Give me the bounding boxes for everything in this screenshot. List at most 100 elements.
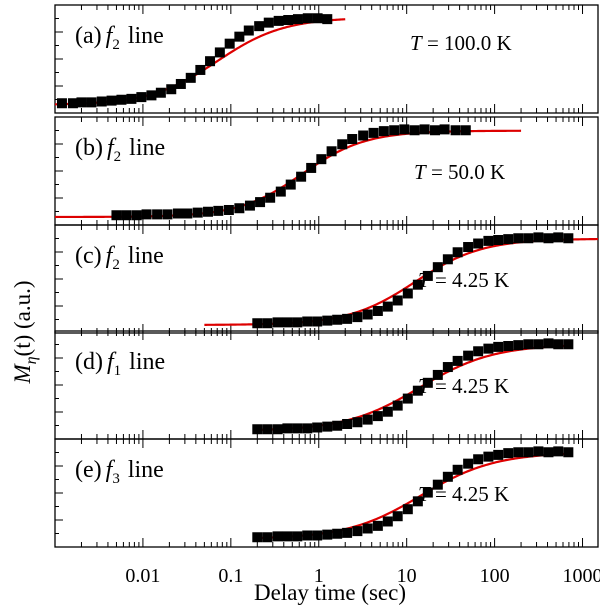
data-point: [362, 414, 373, 425]
panel-a: (a) f2 line T = 100.0 K: [54, 4, 599, 114]
data-point: [533, 446, 544, 457]
data-point: [392, 400, 403, 411]
temperature-value: = 50.0 K: [426, 160, 506, 184]
x-tick-label: 1: [314, 565, 324, 587]
data-point: [389, 125, 400, 136]
panel-letter: (e): [75, 457, 102, 483]
data-point: [432, 262, 443, 273]
line-word: line: [128, 457, 164, 483]
data-point: [254, 21, 265, 32]
data-point: [493, 341, 504, 352]
data-point: [483, 451, 494, 462]
data-point: [513, 340, 524, 351]
plot-frame: [54, 116, 599, 226]
data-point: [96, 96, 107, 107]
data-point: [412, 279, 423, 290]
data-point: [372, 520, 383, 531]
data-point: [473, 346, 484, 357]
data-point: [121, 210, 132, 221]
data-point: [322, 14, 333, 25]
temperature-label: T = 4.25 K: [418, 482, 509, 506]
data-point: [392, 511, 403, 522]
line-word: line: [129, 135, 165, 161]
data-point: [342, 418, 353, 429]
data-point: [213, 205, 224, 216]
temperature-label: T = 50.0 K: [414, 160, 505, 184]
data-point: [252, 532, 263, 543]
data-point: [312, 530, 323, 541]
data-point: [282, 531, 293, 542]
data-point: [224, 38, 235, 49]
data-point: [483, 343, 494, 354]
data-point: [292, 423, 303, 434]
data-point: [182, 208, 193, 219]
data-point: [292, 14, 303, 25]
data-point: [503, 341, 514, 352]
data-point: [430, 125, 441, 136]
data-point: [175, 78, 186, 89]
data-point: [419, 124, 430, 135]
data-point: [76, 97, 87, 108]
temperature-symbol: T: [418, 268, 431, 292]
fit-curve: [204, 237, 599, 326]
temperature-label: T = 4.25 K: [418, 268, 509, 292]
data-point: [205, 56, 216, 67]
data-point: [155, 87, 166, 98]
data-point: [392, 295, 403, 306]
data-point: [141, 209, 152, 220]
data-point: [503, 448, 514, 459]
panel-letter: (c): [75, 243, 102, 269]
data-point: [422, 377, 433, 388]
line-symbol: f: [107, 135, 117, 161]
data-point: [265, 192, 276, 203]
data-point: [282, 423, 293, 434]
data-point: [185, 72, 196, 83]
temperature-value: = 4.25 K: [430, 268, 510, 292]
data-point: [283, 15, 294, 26]
data-point: [382, 301, 393, 312]
data-point: [399, 124, 410, 135]
line-word: line: [129, 349, 165, 375]
data-point: [463, 458, 474, 469]
line-symbol: f: [106, 23, 116, 49]
data-point: [442, 362, 453, 373]
temperature-symbol: T: [414, 160, 427, 184]
temperature-symbol: T: [418, 482, 431, 506]
data-point: [352, 312, 363, 323]
data-point: [302, 316, 313, 327]
data-point: [473, 454, 484, 465]
data-point: [412, 496, 423, 507]
data-point: [111, 210, 122, 221]
data-point: [292, 317, 303, 328]
data-point: [442, 254, 453, 265]
data-point: [326, 146, 337, 157]
data-point: [493, 235, 504, 246]
x-tick-labels: 0.01 0.1 1 10 100 1000: [125, 565, 600, 587]
data-point: [172, 208, 183, 219]
data-point: [402, 288, 413, 299]
y-axis-label: Mη(t) (a.u.): [10, 280, 40, 384]
panel-letter: (d): [75, 349, 103, 375]
data-point: [223, 204, 234, 215]
line-index: 3: [112, 471, 120, 487]
data-point: [302, 13, 313, 24]
data-point: [422, 270, 433, 281]
temperature-value: = 4.25 K: [430, 482, 510, 506]
x-tick-label: 1000: [563, 565, 600, 587]
data-point: [244, 200, 255, 211]
data-point: [285, 179, 296, 190]
x-tick-label: 10: [397, 565, 417, 587]
data-point: [296, 171, 307, 182]
line-index: 2: [112, 257, 120, 273]
data-point: [262, 532, 273, 543]
data-point: [352, 526, 363, 537]
panel-b: (b) f2 line T = 50.0 K: [54, 116, 599, 226]
data-point: [272, 531, 283, 542]
line-word: line: [128, 243, 164, 269]
data-point: [332, 528, 343, 539]
data-point: [86, 97, 97, 108]
panel-label: (b) f2 line: [75, 135, 165, 165]
data-point: [452, 355, 463, 366]
data-point: [442, 471, 453, 482]
data-point: [563, 339, 574, 350]
